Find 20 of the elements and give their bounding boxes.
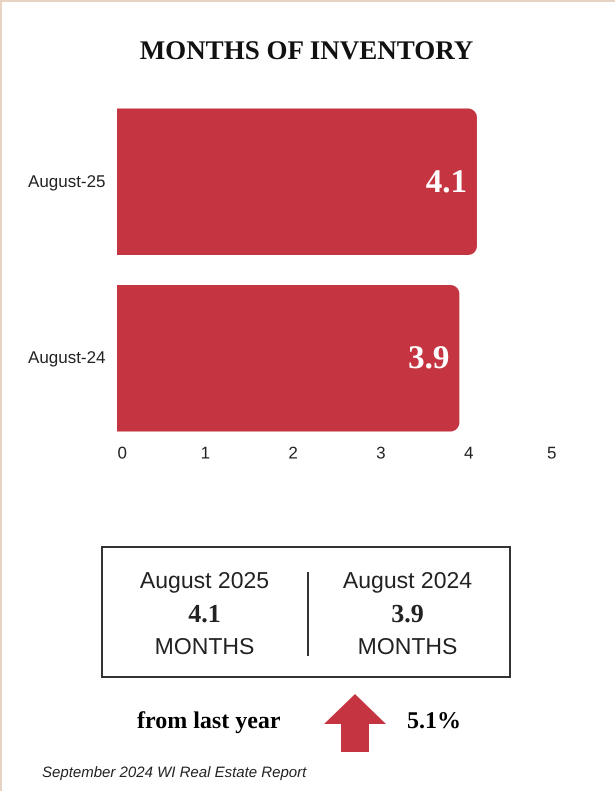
x-tick-label: 3	[376, 444, 386, 462]
x-tick-label: 5	[547, 444, 556, 462]
y-tick-label: August-24	[28, 348, 106, 368]
text: September 2024 WI Real Estate Report	[42, 764, 306, 781]
text: 3.9	[390, 598, 425, 630]
x-tick-label: 0	[118, 444, 127, 462]
y-tick-label: August-25	[28, 172, 106, 191]
text: MONTHS	[154, 632, 256, 661]
x-tick-label: 1	[200, 444, 210, 462]
text: August 2024	[342, 566, 474, 595]
text: August 2025	[138, 566, 270, 595]
text: 4.1	[187, 598, 222, 630]
x-tick-label: 2	[288, 444, 298, 462]
chart-title: MONTHS OF INVENTORY	[140, 35, 474, 65]
data-label: 4.1	[426, 164, 467, 200]
text: 5.1%	[407, 708, 461, 735]
text: from last year	[137, 708, 281, 735]
x-tick-label: 4	[464, 444, 474, 462]
text: MONTHS	[356, 632, 458, 661]
data-label: 3.9	[408, 340, 450, 376]
